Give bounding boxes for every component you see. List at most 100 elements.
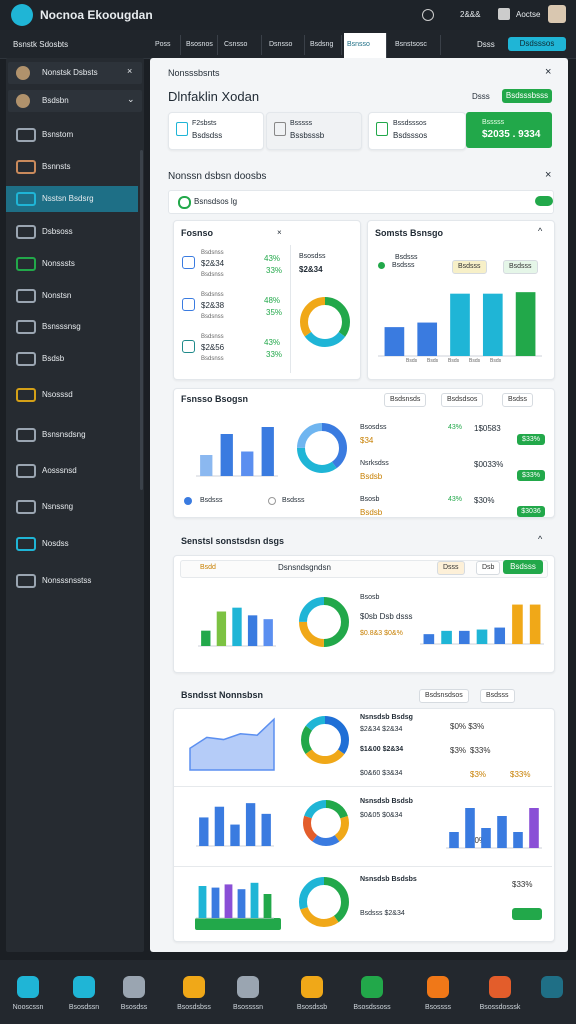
row-amount: $2&38 [201,301,225,310]
collapse[interactable]: ^ [538,226,543,236]
chip[interactable]: Bsdss [502,393,534,407]
stat-card [368,112,466,150]
button[interactable]: Bsdsss [503,560,543,574]
nav-icon[interactable] [301,976,323,998]
tab[interactable] [221,35,262,55]
filter-text[interactable]: Bsnsdsos lg [194,197,238,206]
donut-segment [303,800,349,846]
scrollbar [140,150,143,490]
nav-label[interactable]: Bsosdss [120,1004,148,1011]
nav-right[interactable]: Dsss [477,40,495,49]
tab[interactable] [392,35,441,55]
sidebar-label[interactable]: Bsnstom [42,130,74,139]
toggle[interactable] [535,196,553,206]
nav-label[interactable]: Bsosdssoss [353,1004,391,1011]
tab[interactable] [344,33,387,58]
chip[interactable]: Dsss [437,561,465,575]
tab-label[interactable]: Dsnsso [269,41,293,48]
sidebar-top-label[interactable]: Nonstsk Dsbsts [42,68,98,77]
nav-label[interactable]: Bsosdsbss [177,1004,211,1011]
close[interactable]: × [277,228,282,237]
nav-icon[interactable] [237,976,259,998]
user-name[interactable]: Aoctse [516,10,541,19]
sidebar-active[interactable] [6,186,138,212]
sidebar-top[interactable] [8,90,142,112]
tab-label[interactable]: Poss [155,41,171,48]
nav-icon[interactable] [73,976,95,998]
close[interactable]: × [545,66,552,78]
sidebar-top[interactable] [8,62,142,84]
sidebar-label[interactable]: Nonstsn [42,291,72,300]
help-icon[interactable] [422,9,434,21]
nav-icon[interactable] [123,976,145,998]
button[interactable] [512,908,542,920]
avatar[interactable] [548,5,566,23]
sidebar-top-label[interactable]: Bsdsbn [42,96,69,105]
nav-icon[interactable] [489,976,511,998]
sidebar-label[interactable]: Nsosssd [42,390,73,399]
sidebar-label[interactable]: Bsdsb [42,354,65,363]
pct-label: $33% [470,746,491,755]
sidebar-label[interactable]: Nonsssts [42,259,75,268]
nav-icon[interactable] [361,976,383,998]
tab-label[interactable]: Bsdsng [310,41,334,48]
action-text[interactable]: Dsss [472,92,490,101]
tab-label[interactable]: Bsosnos [186,41,213,48]
action-button[interactable]: Bsdsssbsss [502,89,552,103]
list-amount: 1$0583 [474,424,501,433]
row-pct: 43% [264,254,281,263]
nav-label[interactable]: Bsossssn [233,1004,263,1011]
tab-label[interactable]: Bsnstsosc [395,41,427,48]
nav-label[interactable]: Nooscssn [12,1004,44,1011]
sidebar-label[interactable]: Nsstsn Bsdsrg [42,194,94,203]
sidebar-icon [16,537,36,551]
sidebar-label[interactable]: Aosssnsd [42,466,77,475]
chip[interactable]: Bsdsss [503,260,538,274]
nav-button[interactable]: Dsdsssos [508,37,566,51]
nav-icon[interactable] [541,976,563,998]
nav-icon[interactable] [17,976,39,998]
tab-label[interactable]: Csnsso [224,41,248,48]
chip[interactable]: Bsdsdsos [441,393,484,407]
chip[interactable]: Bsdsnsds [384,393,427,407]
sidebar-label[interactable]: Bsnsnsdsng [42,430,86,439]
chip[interactable]: Bsdsss [480,689,515,703]
sidebar-top-icon[interactable]: ⌄ [127,94,135,104]
sidebar-label[interactable]: Nonsssnsstss [42,576,92,585]
sidebar-top-icon[interactable]: × [127,66,133,76]
tab[interactable] [266,35,305,55]
tab[interactable] [152,35,181,55]
tab-label[interactable]: Bsnsso [347,41,370,48]
nav-label[interactable]: Bsossss [424,1004,452,1011]
donut-segment [301,716,349,764]
card-title: Fosnso [181,228,214,238]
search[interactable]: Bsdd [200,564,216,571]
chip[interactable]: Bsdsss [452,260,487,274]
nav-icon[interactable] [183,976,205,998]
donut-segment [303,800,349,846]
collapse[interactable]: ^ [538,534,543,544]
nav-icon[interactable] [427,976,449,998]
chip[interactable]: Dsb [476,561,501,575]
sidebar-label[interactable]: Nosdss [42,539,69,548]
sidebar-label[interactable]: Bsnsssnsg [42,322,81,331]
tab[interactable] [307,35,342,55]
nav-label[interactable]: Bsosdssb [296,1004,328,1011]
app-title: Nocnoa Ekoougdan [40,8,153,22]
chip[interactable]: Bsdsnsdsos [419,689,469,703]
user-icon[interactable] [498,8,510,20]
nav-label[interactable]: Bsosdssn [68,1004,100,1011]
sidebar-label[interactable]: Nsnssng [42,502,74,511]
bar [241,451,254,476]
bar-chart [378,292,542,357]
bar [250,882,259,918]
donut-chart [297,423,347,473]
close[interactable]: × [545,169,552,181]
sidebar-label[interactable]: Dsbsoss [42,227,73,236]
divider [174,866,552,867]
list-item: $0&05 $0&34 [360,812,403,819]
sidebar-label[interactable]: Bsnnsts [42,162,71,171]
axis-label: Bsds [448,358,460,364]
nav-label[interactable]: Bsossdosssk [479,1004,521,1011]
tab[interactable] [183,35,218,55]
